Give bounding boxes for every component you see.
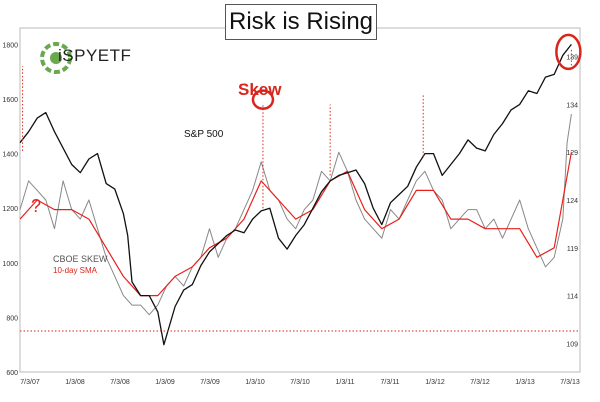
left-tick-label: 1200 (2, 206, 18, 213)
ispyetf-logo (40, 42, 72, 74)
x-tick-label: 1/3/12 (425, 379, 445, 386)
question-mark-annotation: ? (31, 196, 42, 216)
x-tick-label: 1/3/08 (65, 379, 85, 386)
left-tick-label: 1800 (2, 42, 18, 49)
chart-title: Risk is Rising (225, 4, 377, 40)
x-tick-label: 7/3/13 (560, 379, 580, 386)
left-tick-label: 1000 (2, 261, 18, 268)
left-tick-label: 1400 (2, 152, 18, 159)
x-tick-label: 1/3/09 (155, 379, 175, 386)
skew-line (19, 113, 572, 316)
sma-label: 10-day SMA (53, 266, 98, 275)
x-tick-label: 1/3/13 (515, 379, 535, 386)
right-tick-label: 139 (566, 55, 578, 62)
sp500-label: S&P 500 (184, 129, 224, 140)
right-axis: 109 114 119 124 129 134 139 (566, 55, 578, 349)
sma-line (19, 152, 572, 297)
right-tick-label: 119 (567, 246, 578, 253)
skew-annotation: Skew (238, 80, 282, 99)
left-axis: 600 800 1000 1200 1400 1600 1800 (2, 42, 18, 377)
x-axis: 7/3/07 1/3/08 7/3/08 1/3/09 7/3/09 1/3/10 7/3/… (20, 379, 580, 386)
brand-name: iSPYETF (58, 46, 132, 65)
logo-dot-icon (50, 52, 62, 64)
sma-series (19, 152, 572, 297)
right-tick-label: 109 (566, 341, 578, 348)
x-tick-label: 1/3/11 (336, 379, 355, 386)
sp500-series (19, 43, 572, 346)
left-tick-label: 800 (6, 315, 18, 322)
right-tick-label: 124 (566, 198, 578, 205)
skew-peak-circle (251, 89, 275, 110)
current-skew-circle (555, 33, 582, 71)
left-tick-label: 1600 (2, 97, 18, 104)
right-tick-label: 114 (567, 294, 578, 301)
x-tick-label: 7/3/08 (110, 379, 130, 386)
right-tick-label: 129 (566, 150, 578, 157)
cboe-skew-label: CBOE SKEW (53, 254, 108, 264)
annotation-layer (20, 33, 582, 332)
x-tick-label: 7/3/09 (200, 379, 220, 386)
x-tick-label: 1/3/10 (245, 379, 265, 386)
x-tick-label: 7/3/11 (381, 379, 400, 386)
x-tick-label: 7/3/12 (470, 379, 490, 386)
logo-ring-icon (40, 42, 72, 74)
x-tick-label: 7/3/07 (20, 379, 40, 386)
left-tick-label: 600 (6, 370, 18, 377)
x-tick-label: 7/3/10 (290, 379, 310, 386)
skew-series (19, 113, 572, 316)
sp500-line (19, 43, 572, 346)
right-tick-label: 134 (566, 102, 578, 109)
